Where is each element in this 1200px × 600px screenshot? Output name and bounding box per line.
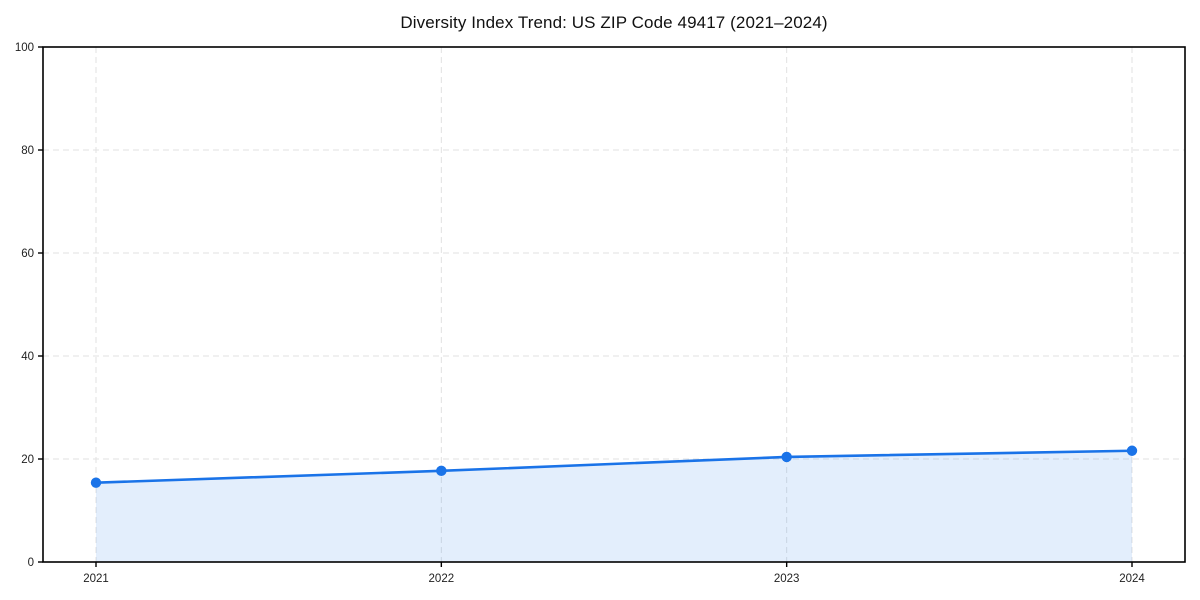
x-tick-label-2022: 2022: [429, 573, 455, 585]
data-point-2021: [90, 477, 102, 488]
data-point-2024: [1126, 445, 1138, 456]
trend-line: [94, 449, 1134, 484]
y-tick-label-0: 0: [28, 557, 34, 569]
x-tick-label-2023: 2023: [774, 573, 800, 585]
y-tick-label-100: 100: [15, 42, 34, 54]
chart-title: Diversity Index Trend: US ZIP Code 49417…: [400, 13, 828, 32]
x-tick-label-2021: 2021: [83, 573, 109, 585]
y-tick-label-80: 80: [21, 145, 34, 157]
y-tick-label-20: 20: [21, 454, 34, 466]
data-point-2022: [436, 465, 447, 477]
plot-border: [42, 46, 1186, 563]
y-tick-label-40: 40: [21, 351, 34, 363]
area-fill: [96, 450, 1132, 562]
y-tick-label-60: 60: [21, 248, 34, 260]
data-point-2023: [781, 451, 792, 463]
x-tick-label-2024: 2024: [1119, 573, 1145, 585]
